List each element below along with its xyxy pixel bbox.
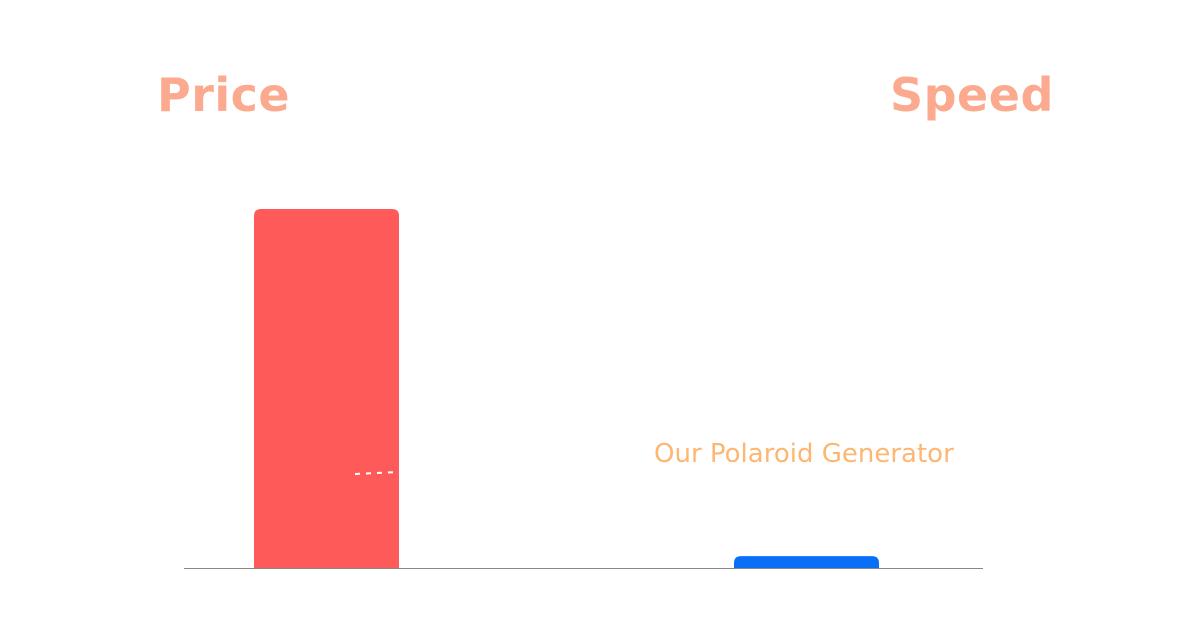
bar-price: [254, 209, 399, 568]
dashed-marker: [354, 471, 400, 475]
bar-speed: [734, 556, 879, 568]
annotation-label: Our Polaroid Generator: [654, 439, 954, 469]
heading-speed: Speed: [890, 68, 1054, 122]
heading-price: Price: [157, 68, 291, 122]
